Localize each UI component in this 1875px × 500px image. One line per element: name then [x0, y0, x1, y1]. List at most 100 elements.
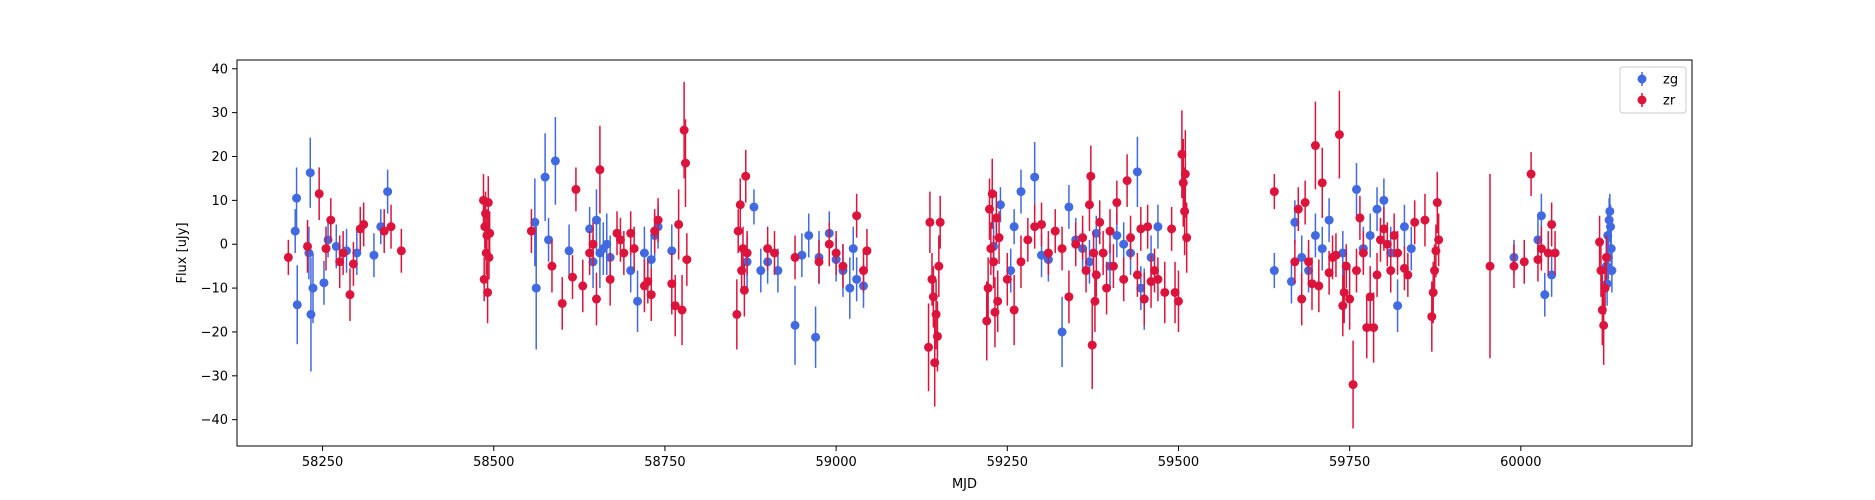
point-zr: [526, 226, 536, 236]
point-zg: [773, 266, 783, 276]
point-zr: [1136, 224, 1146, 234]
point-zr: [1434, 235, 1444, 245]
point-zr: [359, 219, 369, 229]
point-zg: [1006, 266, 1016, 276]
y-tick-label: −20: [201, 325, 228, 340]
point-zg: [352, 248, 362, 258]
legend-zr-marker: [1637, 95, 1647, 105]
x-axis-title: MJD: [952, 477, 977, 492]
point-zr: [1341, 261, 1351, 271]
point-zr: [994, 233, 1004, 243]
point-zr: [1362, 323, 1372, 333]
point-zg: [290, 226, 300, 236]
point-zg: [319, 278, 329, 288]
point-zg: [369, 250, 379, 260]
point-zr: [831, 248, 841, 258]
point-zr: [763, 244, 773, 254]
point-zg: [1119, 239, 1129, 249]
point-zr: [303, 241, 313, 251]
point-zr: [1153, 274, 1163, 284]
point-zr: [591, 294, 601, 304]
point-zr: [1509, 261, 1519, 271]
point-zr: [1009, 305, 1019, 315]
point-zr: [348, 259, 358, 269]
point-zr: [1002, 274, 1012, 284]
point-zr: [924, 342, 934, 352]
point-zr: [682, 255, 692, 265]
point-zr: [852, 211, 862, 221]
point-zr: [993, 296, 1003, 306]
point-zr: [326, 215, 336, 225]
point-zr: [1037, 219, 1047, 229]
point-zr: [1182, 233, 1192, 243]
point-zr: [1160, 287, 1170, 297]
point-zr: [1177, 149, 1187, 159]
point-zr: [1432, 198, 1442, 208]
point-zg: [308, 283, 318, 293]
point-zr: [386, 222, 396, 232]
point-zr: [1547, 219, 1557, 229]
point-zr: [557, 298, 567, 308]
y-tick-label: −30: [201, 369, 228, 384]
point-zr: [987, 189, 997, 199]
point-zg: [811, 332, 821, 342]
point-zr: [1119, 274, 1129, 284]
point-zg: [1540, 290, 1550, 300]
point-zr: [983, 283, 993, 293]
point-zr: [1314, 281, 1324, 291]
point-zr: [859, 266, 869, 276]
point-zg: [1286, 277, 1296, 287]
point-zr: [814, 257, 824, 267]
point-zg: [749, 202, 759, 212]
point-zr: [1601, 252, 1611, 262]
legend-item-zr: zr: [1637, 93, 1676, 109]
point-zg: [1372, 204, 1382, 214]
point-zg: [292, 300, 302, 310]
point-zr: [629, 244, 639, 254]
point-zr: [1143, 222, 1153, 232]
point-zr: [283, 252, 293, 262]
point-zr: [1485, 261, 1495, 271]
point-zr: [1382, 239, 1392, 249]
point-zr: [1324, 268, 1334, 278]
point-zr: [626, 228, 636, 238]
point-zr: [1310, 141, 1320, 151]
y-tick-label: 20: [211, 150, 228, 165]
point-zg: [845, 283, 855, 293]
point-zr: [1427, 312, 1437, 322]
point-zg: [1112, 230, 1122, 240]
point-zg: [1406, 244, 1416, 254]
point-zg: [383, 187, 393, 197]
point-zr: [1071, 239, 1081, 249]
point-zg: [1379, 195, 1389, 205]
point-zg: [531, 283, 541, 293]
point-zg: [633, 296, 643, 306]
point-zg: [995, 200, 1005, 210]
point-zr: [1173, 296, 1183, 306]
point-zg: [1393, 301, 1403, 311]
point-zg: [1009, 222, 1019, 232]
point-zg: [591, 215, 601, 225]
point-zr: [1126, 233, 1136, 243]
point-zr: [1599, 320, 1609, 330]
point-zr: [680, 158, 690, 168]
point-zg: [1297, 252, 1307, 262]
point-zr: [667, 279, 677, 289]
x-tick-label: 59500: [1158, 455, 1199, 470]
point-zr: [578, 281, 588, 291]
point-zg: [1324, 215, 1334, 225]
point-zr: [982, 316, 992, 326]
point-zg: [1399, 222, 1409, 232]
point-zg: [790, 320, 800, 330]
point-zr: [568, 272, 578, 282]
x-tick-label: 59750: [1329, 455, 1370, 470]
point-zg: [1365, 230, 1375, 240]
point-zg: [305, 168, 315, 178]
point-zr: [932, 331, 942, 341]
point-zg: [804, 230, 814, 240]
axes-frame: [236, 59, 1693, 447]
point-zr: [1150, 266, 1160, 276]
point-zr: [619, 248, 629, 258]
point-zr: [1023, 235, 1033, 245]
